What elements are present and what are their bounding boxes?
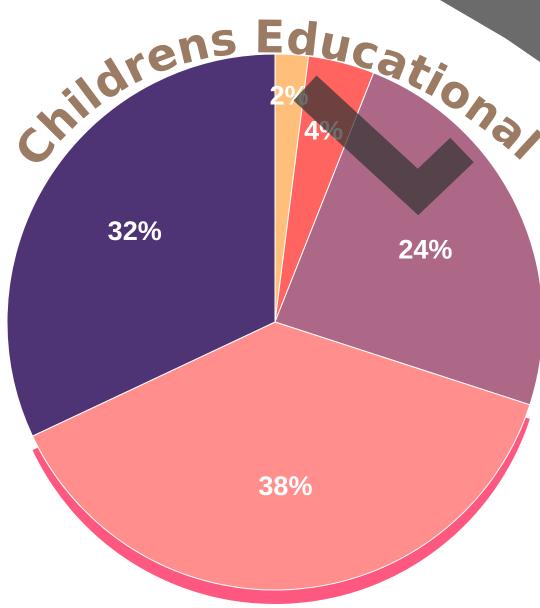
slice-label-3: 38% bbox=[258, 471, 312, 501]
slice-label-2: 24% bbox=[398, 234, 452, 264]
watermark-logo bbox=[293, 0, 540, 216]
slice-layer bbox=[6, 53, 540, 591]
pie-slice-4 bbox=[6, 53, 276, 437]
pie-slice-2 bbox=[274, 72, 540, 406]
pie-slice-3 bbox=[31, 321, 531, 591]
slice-label-4: 32% bbox=[108, 216, 162, 246]
